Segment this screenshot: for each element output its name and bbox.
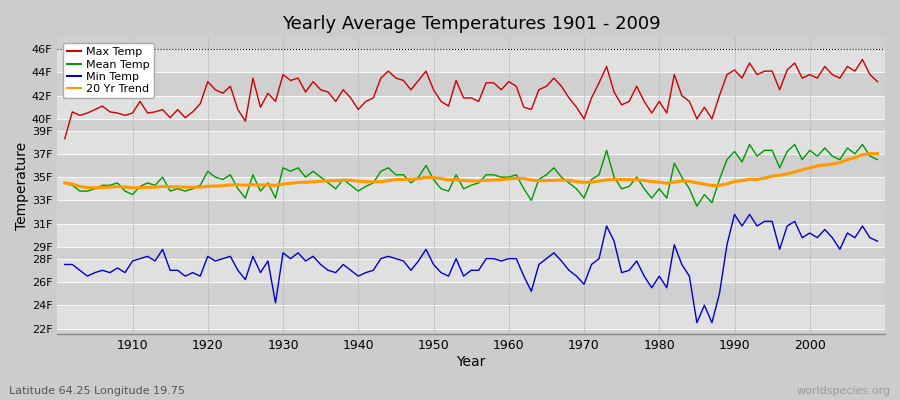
Bar — [58, 328, 885, 334]
X-axis label: Year: Year — [456, 355, 486, 369]
Title: Yearly Average Temperatures 1901 - 2009: Yearly Average Temperatures 1901 - 2009 — [282, 15, 661, 33]
Bar — [58, 259, 885, 282]
Bar — [58, 130, 885, 154]
Bar — [58, 72, 885, 96]
Bar — [58, 49, 885, 72]
Legend: Max Temp, Mean Temp, Min Temp, 20 Yr Trend: Max Temp, Mean Temp, Min Temp, 20 Yr Tre… — [63, 43, 154, 98]
Bar — [58, 37, 885, 49]
Text: Latitude 64.25 Longitude 19.75: Latitude 64.25 Longitude 19.75 — [9, 386, 185, 396]
Bar — [58, 154, 885, 177]
Bar — [58, 96, 885, 119]
Y-axis label: Temperature: Temperature — [15, 142, 29, 230]
Bar — [58, 305, 885, 328]
Bar — [58, 282, 885, 305]
Text: worldspecies.org: worldspecies.org — [796, 386, 891, 396]
Bar — [58, 119, 885, 130]
Bar — [58, 224, 885, 247]
Bar — [58, 200, 885, 224]
Bar — [58, 247, 885, 259]
Bar — [58, 177, 885, 200]
